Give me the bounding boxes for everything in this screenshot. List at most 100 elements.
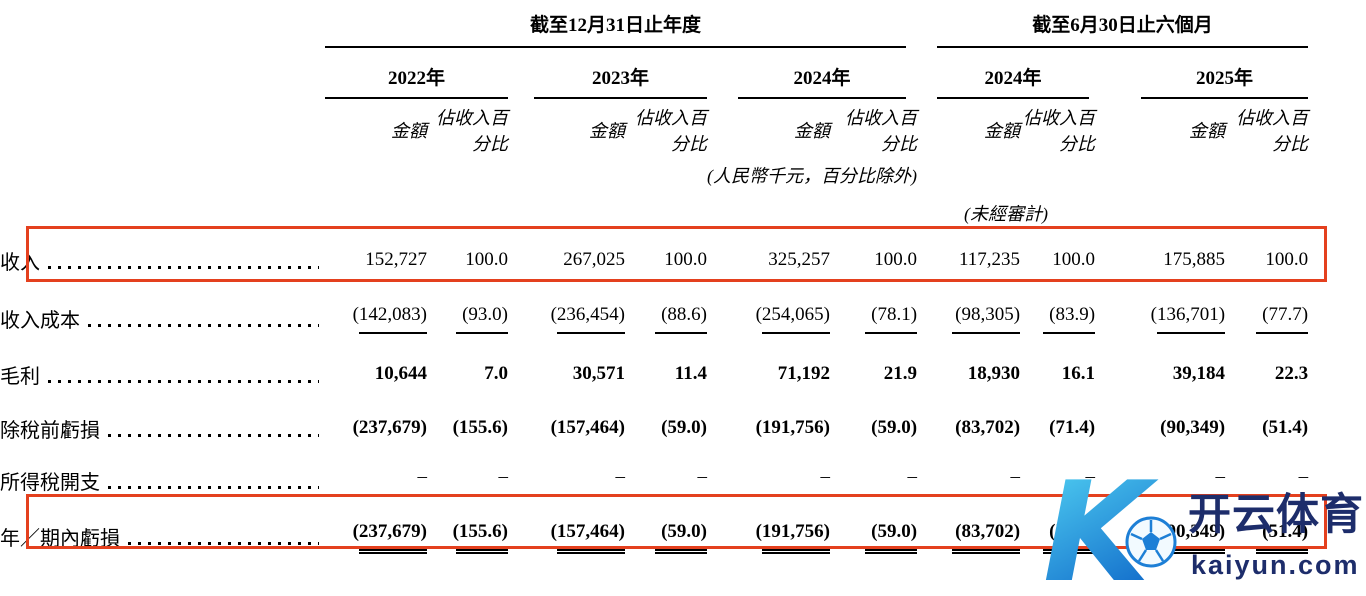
cell-value: (155.6) [452, 417, 508, 438]
value-cell: 71,192 [707, 347, 830, 401]
value-cell: – [325, 455, 427, 506]
dot-leader [108, 486, 319, 489]
single-rule [557, 494, 625, 496]
dot-leader [88, 323, 319, 327]
cell-value: (83.9) [1049, 303, 1096, 325]
unaudited-note-row: (未經審計) [0, 194, 1308, 231]
amount-header: 金額 [1189, 121, 1226, 141]
unit-note-row: (人民幣千元，百分比除外) [0, 156, 1308, 194]
row-label-text: 收入成本 [0, 309, 80, 332]
period-group-row: 截至12月31日止年度 截至6月30日止六個月 [0, 0, 1309, 57]
cell-value: – [1010, 466, 1021, 487]
cell-value: – [615, 466, 626, 487]
dot-leader [48, 379, 319, 383]
group-annual: 截至12月31日止年度 [325, 0, 917, 57]
cell-value: – [1298, 466, 1309, 487]
value-cell: 100.0 [1225, 231, 1308, 289]
cell-value: 152,727 [365, 249, 427, 270]
value-cell: 100.0 [830, 231, 917, 289]
value-cell: (155.6) [427, 401, 508, 455]
amount-header: 金額 [794, 121, 830, 141]
year-2025-interim: 2025年 [1141, 63, 1309, 99]
single-rule [865, 331, 918, 334]
dot-leader [128, 542, 319, 545]
value-cell: (59.0) [625, 401, 707, 455]
cell-value: 11.4 [674, 363, 707, 384]
row-label: 所得稅開支 [0, 455, 325, 506]
value-cell: (98,305) [917, 289, 1021, 347]
single-rule [456, 331, 508, 334]
cell-value: (71.4) [1049, 520, 1096, 542]
value-cell: 16.1 [1020, 347, 1095, 401]
cell-value: 100.0 [465, 249, 508, 270]
value-cell: (237,679) [325, 506, 427, 567]
single-rule [359, 331, 427, 334]
value-cell: 39,184 [1095, 347, 1225, 401]
double-total-rule [1157, 548, 1226, 554]
pct-header: 佔收入百分比 [1236, 108, 1309, 154]
value-cell: (59.0) [830, 506, 918, 567]
cell-value: (59.0) [871, 417, 918, 438]
value-cell: (83.9) [1020, 289, 1096, 347]
cell-value: (136,701) [1150, 303, 1226, 325]
unaudited-note: (未經審計) [964, 203, 1049, 224]
value-cell: 18,930 [917, 347, 1020, 401]
cell-value: (88.6) [661, 303, 707, 325]
pct-header: 佔收入百分比 [635, 108, 707, 154]
group-annual-title: 截至12月31日止年度 [530, 14, 702, 36]
value-cell: 10,644 [325, 347, 427, 401]
single-rule [762, 494, 830, 496]
value-cell: – [830, 455, 918, 506]
dot-leader [108, 433, 319, 437]
table-row: 收入成本 (142,083) (93.0) (236,454) (88.6) (254,0… [0, 289, 1309, 347]
cell-value: – [417, 466, 428, 487]
cell-value: 21.9 [883, 363, 918, 384]
double-total-rule [456, 548, 508, 554]
dot-leader [48, 265, 319, 269]
table-row: 年／期內虧損 (237,679) (155.6) (157,464) (59.0) (19… [0, 506, 1309, 567]
cell-value: (51.4) [1262, 520, 1309, 542]
cell-value: 175,885 [1163, 249, 1226, 270]
single-rule [456, 494, 508, 496]
single-rule [655, 494, 707, 496]
cell-value: 22.3 [1274, 363, 1309, 384]
single-rule [952, 331, 1021, 334]
single-rule [1157, 331, 1226, 334]
year-2022: 2022年 [325, 63, 508, 99]
cell-value: – [907, 466, 918, 487]
value-cell: (71.4) [1020, 506, 1096, 567]
cell-value: (51.4) [1262, 417, 1309, 438]
cell-value: 117,235 [959, 249, 1021, 270]
value-cell: (71.4) [1020, 401, 1095, 455]
double-total-rule [762, 548, 830, 554]
row-label-text: 毛利 [0, 365, 40, 388]
year-2023: 2023年 [534, 63, 707, 99]
cell-value: (59.0) [661, 520, 707, 542]
unit-note: (人民幣千元，百分比除外) [707, 166, 918, 186]
cell-value: (236,454) [550, 303, 625, 325]
cell-value: (98,305) [955, 303, 1021, 325]
cell-value: 30,571 [572, 363, 625, 384]
value-cell: 175,885 [1095, 231, 1225, 289]
value-cell: 7.0 [427, 347, 508, 401]
value-cell: – [625, 455, 707, 506]
cell-value: 100.0 [1052, 249, 1096, 270]
value-cell: (88.6) [625, 289, 707, 347]
cell-value: 100.0 [874, 249, 918, 270]
soccer-ball-icon [1125, 516, 1177, 568]
cell-value: – [697, 466, 708, 487]
value-cell: – [707, 455, 830, 506]
row-label: 收入 [0, 231, 325, 289]
single-rule [655, 331, 707, 334]
watermark-brand-text: 开云体育 [1188, 491, 1364, 539]
value-cell: (155.6) [427, 506, 508, 567]
double-total-rule [655, 548, 707, 554]
value-cell: 11.4 [625, 347, 707, 401]
value-cell: 21.9 [830, 347, 917, 401]
value-cell: (59.0) [625, 506, 707, 567]
cell-value: (77.7) [1262, 303, 1309, 325]
value-cell: – [508, 455, 625, 506]
cell-value: (157,464) [550, 417, 625, 438]
cell-value: (83,702) [955, 417, 1021, 438]
row-label-text: 除稅前虧損 [0, 419, 100, 442]
